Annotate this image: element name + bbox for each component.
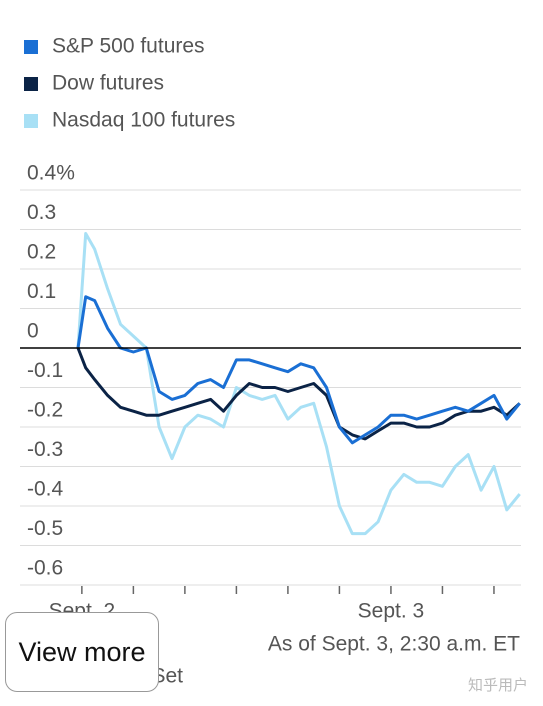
series-line (76, 347, 521, 441)
y-tick-label: -0.6 (27, 557, 63, 580)
legend-label: S&P 500 futures (52, 35, 205, 58)
y-tick-label: 0.4% (27, 162, 75, 185)
watermark: 知乎用户 (468, 677, 528, 694)
legend-label: Nasdaq 100 futures (52, 109, 235, 132)
y-tick-label: -0.4 (27, 478, 64, 501)
x-tick-label: Sept. 3 (358, 600, 425, 623)
legend-swatch (24, 77, 38, 91)
y-tick-label: 0.2 (27, 241, 56, 264)
legend-label: Dow futures (52, 72, 164, 95)
y-tick-label: 0.3 (27, 201, 56, 224)
y-tick-label: 0.1 (27, 280, 56, 303)
legend-swatch (24, 40, 38, 54)
y-tick-label: -0.1 (27, 359, 63, 382)
view-more-button[interactable]: View more (5, 612, 159, 692)
series-line (76, 295, 521, 445)
series-line (76, 232, 521, 536)
note: As of Sept. 3, 2:30 a.m. ET (268, 633, 520, 656)
y-tick-label: -0.5 (27, 517, 63, 540)
y-tick-label: -0.2 (27, 399, 63, 422)
legend-swatch (24, 114, 38, 128)
y-tick-label: -0.3 (27, 438, 63, 461)
y-tick-label: 0 (27, 320, 39, 343)
